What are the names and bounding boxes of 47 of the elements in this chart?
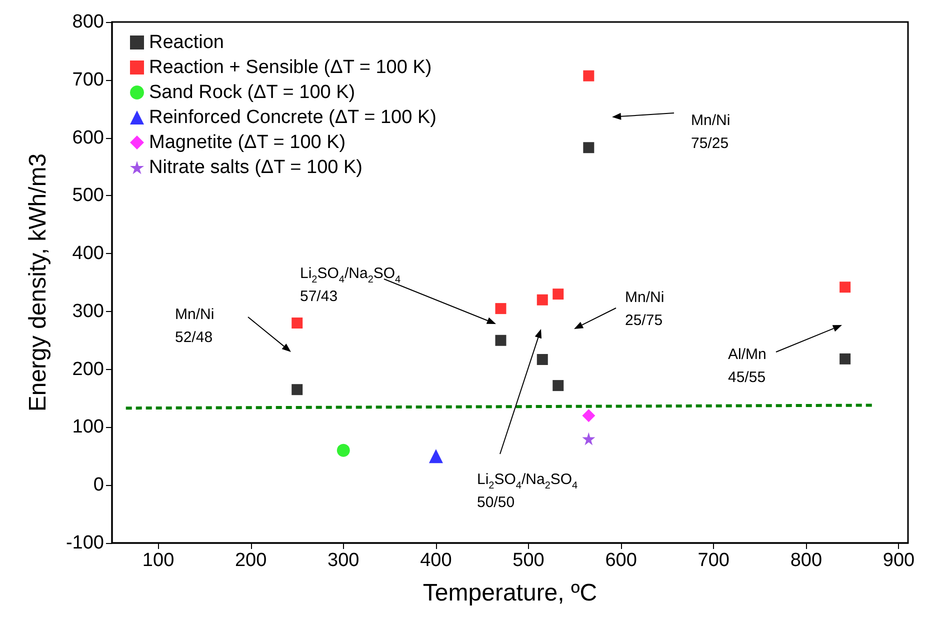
x-tick-label: 400 <box>420 550 452 571</box>
point <box>536 354 548 365</box>
y-tick-label: 600 <box>72 127 104 148</box>
x-tick-label: 300 <box>328 550 360 571</box>
legend-label: Reinforced Concrete (ΔT = 100 K) <box>149 107 436 128</box>
y-tick-label: 0 <box>93 474 104 496</box>
annotation: Mn/Ni 52/48 <box>175 306 214 346</box>
annotation: Mn/Ni 75/25 <box>691 112 730 152</box>
legend-label: Magnetite (ΔT = 100 K) <box>149 132 346 153</box>
annotation: Al/Mn 45/55 <box>728 346 766 386</box>
legend-label: Reaction + Sensible (ΔT = 100 K) <box>149 57 432 78</box>
y-tick-label: 400 <box>72 243 104 264</box>
annotation: Mn/Ni 25/75 <box>625 289 664 329</box>
x-tick-label: 600 <box>605 550 637 571</box>
point <box>495 334 506 346</box>
y-axis-title: Energy density, kWh/m3 <box>24 153 52 412</box>
point <box>552 288 564 300</box>
legend-label: Reaction <box>149 32 224 53</box>
x-tick-label: 800 <box>790 550 822 571</box>
x-tick-label: 500 <box>512 550 544 571</box>
x-tick-label: 700 <box>698 550 730 571</box>
point <box>336 444 350 457</box>
point <box>536 294 548 306</box>
x-axis-title: Temperature, ºC <box>422 580 598 606</box>
point <box>292 318 303 329</box>
x-tick-label: 200 <box>234 550 267 571</box>
point <box>428 449 443 464</box>
x-tick-label: 100 <box>142 550 174 571</box>
y-tick-label: 800 <box>72 12 104 32</box>
x-tick-label: 900 <box>882 550 915 571</box>
point <box>292 384 303 396</box>
y-tick-label: 700 <box>72 69 104 90</box>
point <box>582 409 596 422</box>
y-tick-label: 100 <box>72 416 104 438</box>
point <box>495 303 506 314</box>
point <box>840 353 851 364</box>
y-tick-label: 500 <box>72 185 104 206</box>
point <box>583 70 594 82</box>
point <box>552 380 564 392</box>
point <box>582 432 596 446</box>
y-tick-label: 300 <box>72 300 104 322</box>
legend-label: Nitrate salts (ΔT = 100 K) <box>149 157 362 178</box>
y-tick-label: 200 <box>72 358 104 380</box>
point <box>840 282 851 293</box>
legend-label: Sand Rock (ΔT = 100 K) <box>149 82 356 103</box>
y-tick-label: -100 <box>66 532 104 554</box>
point <box>583 142 594 154</box>
